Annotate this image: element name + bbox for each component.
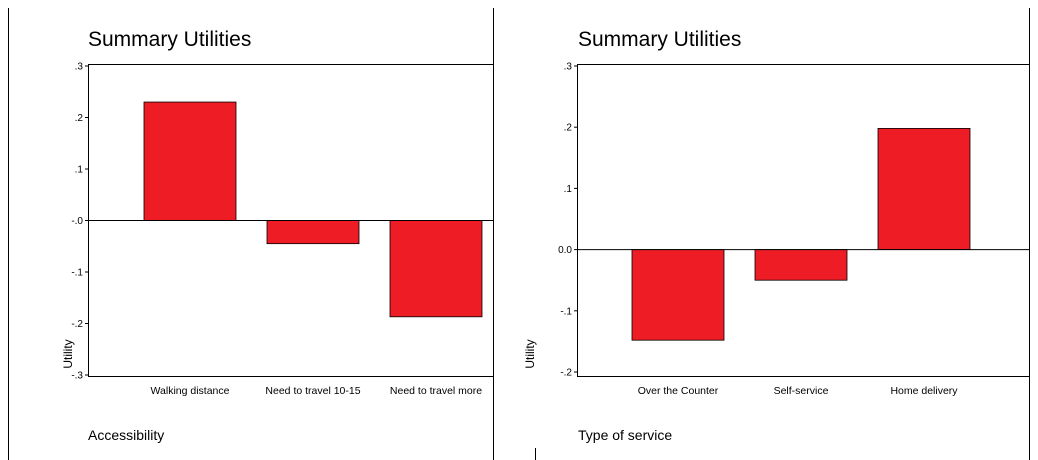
x-tick-label: Need to travel 10-15 (265, 385, 360, 397)
chart-title: Summary Utilities (578, 28, 741, 51)
x-tick-labels: Over the Counter Self-service Home deliver… (638, 385, 959, 397)
bar-need-to-travel-more (389, 220, 483, 318)
chart-panel-accessibility: Summary Utilities Accessibility Utility … (61, 28, 493, 443)
bar-walking-distance (143, 101, 237, 221)
y-tick-label: 0.0 (558, 245, 572, 256)
y-axis-label: Utility (61, 339, 75, 368)
bar-home-delivery (877, 128, 971, 250)
y-tick-label: .1 (564, 184, 573, 195)
y-tick-label: .1 (75, 165, 84, 176)
bar-need-to-travel-10-15 (266, 220, 360, 245)
chart-panel-service-type: Summary Utilities Type of service Utilit… (523, 28, 1029, 443)
x-tick-label: Walking distance (151, 385, 230, 397)
bars (631, 128, 971, 341)
y-tick-label: -.0 (71, 216, 83, 227)
chart-title: Summary Utilities (88, 28, 251, 51)
bars (143, 101, 483, 318)
y-tick-label: .3 (564, 62, 573, 73)
x-tick-label: Home delivery (890, 385, 958, 397)
x-tick-label: Need to travel more (390, 385, 482, 397)
x-tick-label: Over the Counter (638, 385, 719, 397)
y-tick-label: -.2 (71, 319, 83, 330)
y-tick-label: .2 (564, 123, 573, 134)
y-ticks: .3 .2 .1 0.0 -.1 -.2 (558, 62, 577, 379)
y-tick-label: -.3 (71, 371, 83, 382)
x-tick-label: Self-service (774, 385, 829, 397)
bar-over-the-counter (631, 249, 725, 341)
y-tick-label: -.1 (71, 268, 83, 279)
x-axis-label: Accessibility (88, 427, 164, 443)
y-tick-label: .2 (75, 113, 84, 124)
y-tick-label: -.1 (560, 306, 572, 317)
x-tick-labels: Walking distance Need to travel 10-15 Need… (151, 385, 483, 397)
y-ticks: .3 .2 .1 -.0 -.1 -.2 -.3 (71, 62, 88, 382)
y-tick-label: .3 (75, 62, 84, 73)
x-axis-label: Type of service (578, 427, 672, 443)
y-axis-label: Utility (523, 339, 537, 368)
bar-self-service (754, 249, 848, 281)
y-tick-label: -.2 (560, 368, 572, 379)
